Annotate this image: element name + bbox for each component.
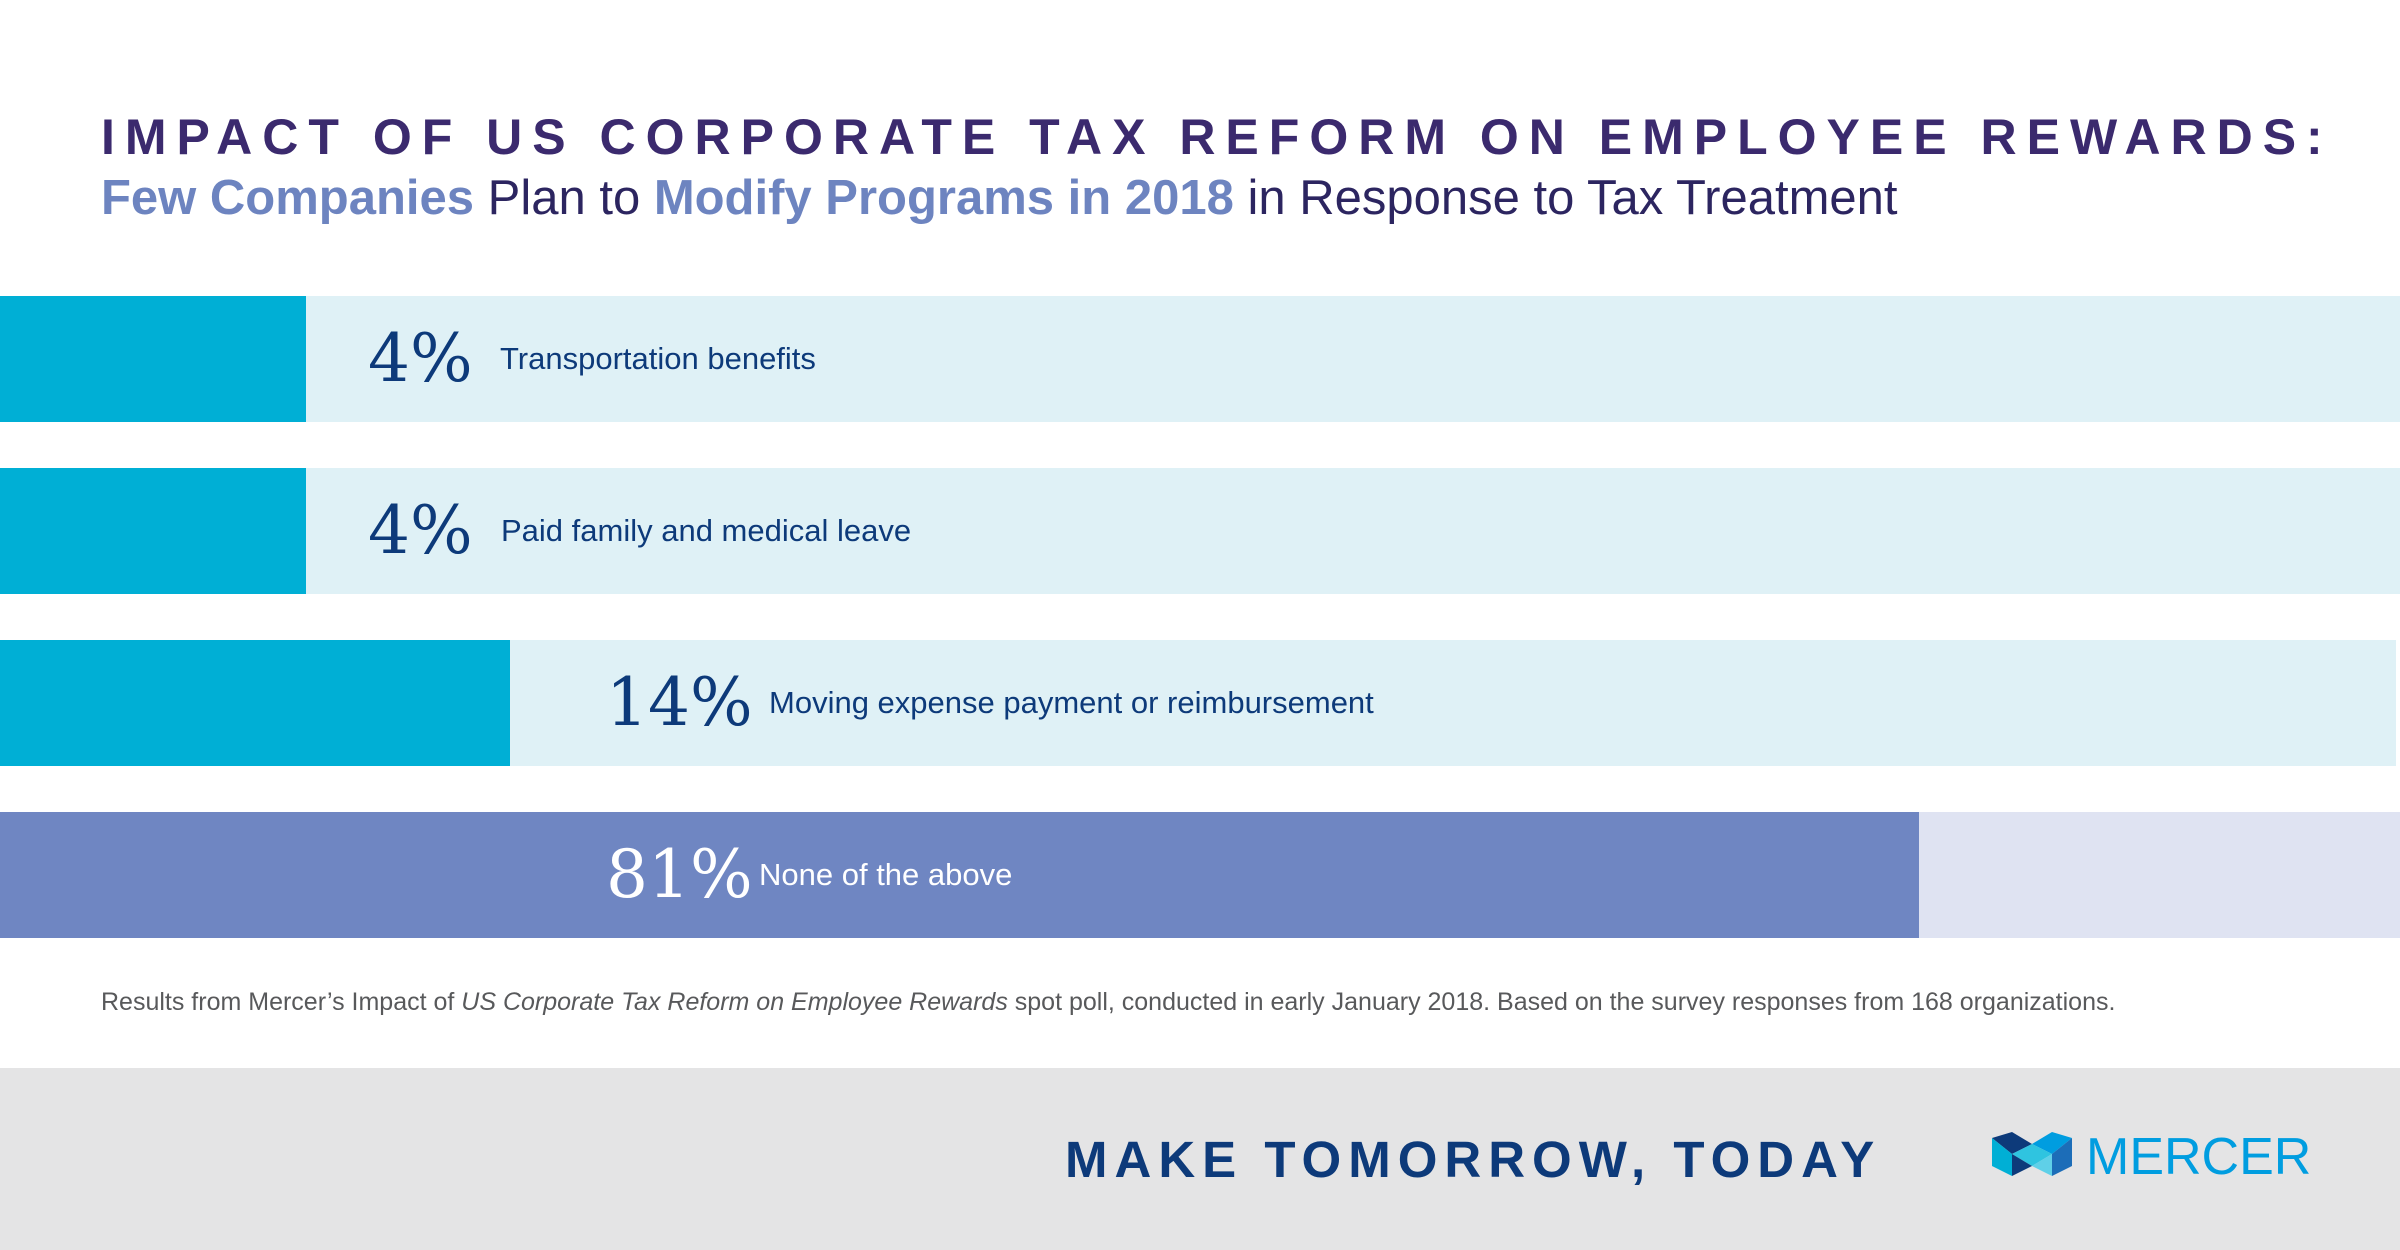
subtitle-highlight-2: Modify Programs in 2018	[653, 171, 1234, 225]
bar-row: 4% Paid family and medical leave	[0, 468, 2400, 594]
bar-row: 4% Transportation benefits	[0, 296, 2400, 422]
chart-title: IMPACT OF US CORPORATE TAX REFORM ON EMP…	[101, 109, 2333, 165]
bar	[0, 640, 510, 766]
bar-category-label: Paid family and medical leave	[501, 513, 912, 548]
subtitle-highlight-1: Few Companies	[101, 171, 475, 225]
footnote-text-start: Results from Mercer’s Impact of	[101, 988, 462, 1016]
footnote: Results from Mercer’s Impact of US Corpo…	[101, 988, 2115, 1017]
bar-category-label: Transportation benefits	[500, 341, 816, 376]
bar-row: 14% Moving expense payment or reimburseme…	[0, 640, 2400, 766]
bar	[0, 296, 306, 422]
chart-subtitle: Few Companies Plan to Modify Programs in…	[101, 170, 1898, 226]
brand-name: MERCER	[2086, 1128, 2312, 1186]
subtitle-text-2: in Response to Tax Treatment	[1233, 171, 1898, 225]
footnote-poll-name: US Corporate Tax Reform on Employee Rewa…	[461, 988, 1008, 1016]
bar-value-label: 4%	[368, 320, 473, 397]
bar-value-label: 81%	[606, 836, 753, 913]
bar-track	[0, 468, 2400, 594]
bar-value-label: 4%	[368, 492, 473, 569]
mercer-logo-icon	[1992, 1132, 2072, 1176]
bar-category-label: Moving expense payment or reimbursement	[769, 685, 1374, 720]
bar-category-label: None of the above	[759, 857, 1013, 892]
subtitle-text-1: Plan to	[474, 171, 654, 225]
bar-row: 81% None of the above	[0, 812, 2400, 938]
footnote-text-end: spot poll, conducted in early January 20…	[1007, 988, 2116, 1016]
bar-value-label: 14%	[606, 664, 753, 741]
footer-band: MAKE TOMORROW, TODAY MERCER	[0, 1068, 2400, 1250]
tagline: MAKE TOMORROW, TODAY	[1065, 1131, 1882, 1188]
bar-track	[0, 296, 2400, 422]
bar	[0, 468, 306, 594]
bar	[0, 812, 1919, 938]
